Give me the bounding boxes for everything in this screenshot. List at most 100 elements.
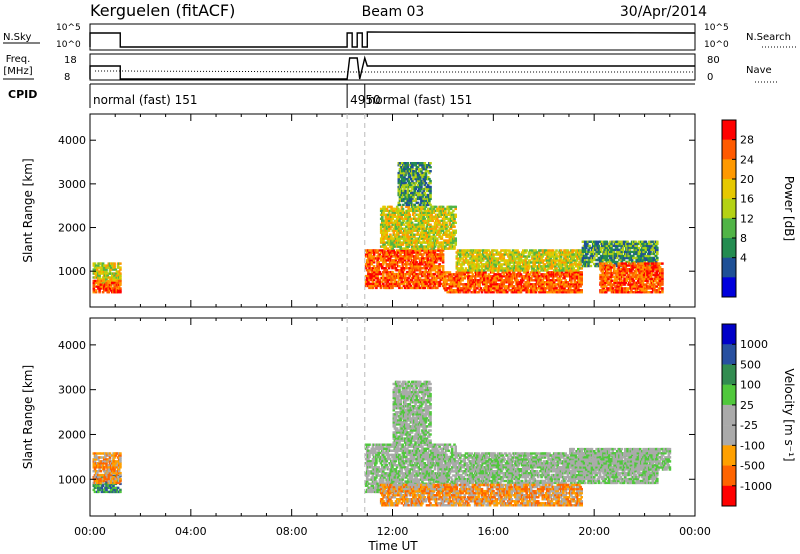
power-data-cell	[393, 278, 397, 282]
power-data-cell	[410, 183, 413, 187]
power-data-cell	[499, 289, 502, 292]
power-data-cell	[606, 273, 609, 277]
power-data-cell	[557, 285, 561, 288]
power-data-cell	[470, 271, 473, 274]
power-data-cell	[626, 240, 629, 243]
power-data-cell	[492, 255, 495, 258]
power-data-cell	[412, 199, 415, 203]
power-data-cell	[402, 282, 406, 286]
power-data-cell	[404, 195, 407, 199]
power-data-cell	[397, 217, 400, 220]
power-data-cell	[432, 247, 436, 250]
power-data-cell	[372, 251, 376, 254]
power-data-cell	[105, 268, 108, 271]
power-data-cell	[388, 282, 392, 286]
power-data-cell	[398, 278, 401, 282]
power-data-cell	[413, 282, 416, 286]
power-data-cell	[109, 285, 113, 288]
power-data-cell	[107, 276, 111, 279]
power-data-cell	[424, 219, 428, 222]
power-data-cell	[548, 285, 551, 288]
power-data-cell	[396, 276, 400, 280]
power-data-cell	[405, 267, 408, 270]
power-data-cell	[625, 271, 629, 275]
power-data-cell	[116, 289, 120, 292]
power-data-cell	[385, 223, 389, 226]
power-data-cell	[549, 289, 553, 292]
power-data-cell	[531, 249, 534, 252]
power-data-cell	[583, 242, 587, 246]
power-data-cell	[418, 265, 422, 268]
power-data-cell	[533, 251, 536, 254]
power-data-cell	[412, 213, 415, 216]
power-data-cell	[630, 270, 633, 273]
power-data-cell	[372, 276, 376, 280]
power-data-cell	[394, 219, 398, 222]
power-data-cell	[511, 281, 515, 284]
power-data-cell	[527, 267, 531, 270]
power-data-cell	[593, 262, 596, 266]
power-data-cell	[119, 274, 122, 277]
power-data-cell	[524, 259, 527, 262]
power-data-cell	[431, 245, 435, 248]
power-data-cell	[580, 267, 583, 270]
power-data-cell	[619, 277, 623, 281]
power-data-cell	[426, 286, 430, 290]
power-data-cell	[421, 175, 424, 179]
power-data-cell	[533, 263, 536, 266]
power-data-cell	[558, 289, 562, 292]
power-data-cell	[439, 253, 443, 256]
power-data-cell	[438, 267, 441, 270]
power-data-cell	[601, 275, 605, 279]
power-data-cell	[376, 272, 379, 276]
power-data-cell	[491, 257, 494, 260]
power-data-cell	[562, 261, 565, 264]
power-data-cell	[383, 235, 386, 238]
power-data-cell	[112, 276, 115, 279]
power-data-cell	[407, 179, 411, 183]
power-data-cell	[424, 265, 428, 268]
power-data-cell	[117, 285, 121, 288]
power-data-cell	[96, 270, 99, 273]
power-data-cell	[408, 209, 412, 213]
power-data-cell	[423, 237, 426, 240]
power-data-cell	[546, 265, 549, 268]
power-data-cell	[604, 285, 608, 288]
power-data-cell	[433, 282, 437, 286]
nsearch-tick-high: 10^5	[704, 23, 729, 33]
power-data-cell	[594, 244, 597, 248]
power-data-cell	[97, 285, 100, 288]
power-data-cell	[389, 227, 392, 230]
power-data-cell	[399, 253, 402, 256]
power-data-cell	[527, 261, 531, 264]
power-data-cell	[436, 265, 439, 268]
power-data-cell	[119, 289, 122, 292]
power-data-cell	[422, 168, 425, 171]
power-data-cell	[367, 263, 370, 266]
power-data-cell	[387, 211, 391, 214]
power-data-cell	[610, 266, 614, 269]
power-data-cell	[386, 263, 390, 266]
power-data-cell	[473, 289, 477, 292]
power-data-cell	[633, 250, 636, 254]
power-data-cell	[622, 258, 626, 262]
power-data-cell	[401, 270, 405, 274]
power-data-cell	[514, 253, 517, 256]
power-data-cell	[621, 283, 624, 286]
power-data-cell	[579, 261, 582, 264]
power-data-cell	[382, 276, 385, 280]
power-data-cell	[505, 291, 509, 294]
power-data-cell	[508, 279, 511, 282]
power-data-cell	[400, 231, 404, 234]
power-data-cell	[652, 244, 656, 248]
power-data-cell	[454, 283, 457, 286]
power-data-cell	[630, 275, 633, 279]
power-data-cell	[397, 181, 401, 185]
power-data-cell	[92, 291, 96, 294]
power-data-cell	[497, 277, 501, 280]
power-data-cell	[387, 276, 391, 280]
power-data-cell	[410, 267, 414, 270]
power-data-cell	[573, 283, 577, 286]
power-data-cell	[580, 275, 583, 278]
power-data-cell	[432, 265, 436, 268]
